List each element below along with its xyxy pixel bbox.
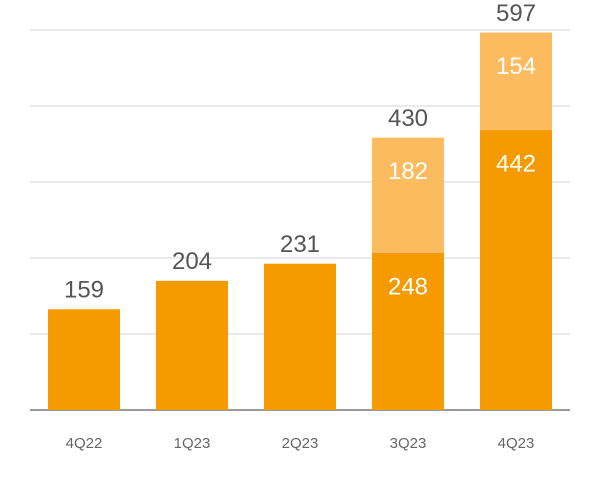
bar-segment (372, 252, 444, 410)
bar-segment (48, 309, 120, 410)
total-label: 204 (172, 248, 212, 275)
x-tick-label: 3Q23 (390, 435, 427, 452)
x-tick-label: 2Q23 (282, 435, 319, 452)
total-label: 597 (496, 0, 536, 27)
bar-segment (372, 137, 444, 253)
bar-segment (480, 130, 552, 411)
x-tick-label: 4Q22 (66, 435, 103, 452)
bar-segment (264, 263, 336, 410)
segment-label: 248 (388, 273, 428, 300)
bar-segment (156, 280, 228, 410)
x-tick-label: 4Q23 (498, 435, 535, 452)
total-label: 159 (64, 277, 104, 304)
segment-label: 442 (496, 150, 536, 177)
x-tick-label: 1Q23 (174, 435, 211, 452)
segment-label: 154 (496, 53, 536, 80)
segment-label: 182 (388, 158, 428, 185)
total-label: 231 (280, 231, 320, 258)
bar-segment (480, 32, 552, 131)
total-label: 430 (388, 105, 428, 132)
